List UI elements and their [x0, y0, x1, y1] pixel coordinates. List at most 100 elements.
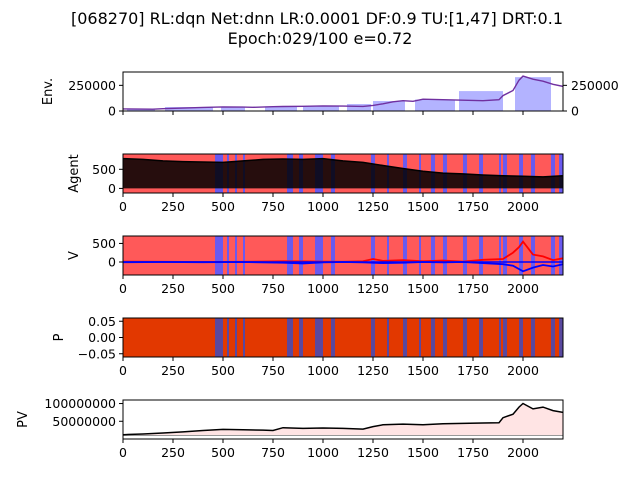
- plot-area-policy: [123, 318, 563, 357]
- policy-background: [123, 318, 563, 357]
- policy-stripe: [299, 318, 303, 357]
- ytick-label: 500: [92, 236, 116, 251]
- policy-stripe: [387, 318, 389, 357]
- sell-stripe: [387, 236, 389, 275]
- ylabel-env: Env.: [41, 78, 56, 105]
- panel-agent: 0 500 0 250 500 750 1000 1250 1500 1750 2000 Agent: [67, 154, 563, 214]
- sell-stripe: [403, 236, 407, 275]
- policy-stripe: [431, 318, 435, 357]
- sell-stripe: [443, 236, 447, 275]
- ytick-label: 0: [108, 104, 116, 119]
- policy-stripe: [519, 318, 523, 357]
- policy-stripe: [331, 318, 335, 357]
- xtick-label: 250: [161, 445, 185, 460]
- xtick-label: 2000: [507, 199, 539, 214]
- policy-stripe: [443, 318, 447, 357]
- title-line2: Epoch:029/100 e=0.72: [228, 29, 413, 48]
- policy-stripe: [371, 318, 375, 357]
- sell-stripe: [235, 236, 237, 275]
- policy-stripe: [215, 318, 223, 357]
- ytick-label-right: 250000: [571, 78, 619, 93]
- policy-stripe: [287, 318, 293, 357]
- xtick-label: 750: [261, 363, 285, 378]
- xtick-label: 1500: [407, 199, 439, 214]
- ytick-label: 0: [108, 255, 116, 270]
- policy-stripe: [403, 318, 407, 357]
- ylabel-value: V: [67, 251, 82, 260]
- ylabel-pv: PV: [16, 411, 31, 428]
- policy-stripe: [315, 318, 323, 357]
- xtick-label: 1000: [307, 199, 339, 214]
- sell-stripe: [299, 236, 303, 275]
- sell-stripe: [551, 236, 555, 275]
- xtick-label: 1500: [407, 363, 439, 378]
- panels: 0 250000 0 250000 Env. 0 500 0 250 500 750 1000 1250…: [16, 72, 619, 460]
- policy-stripe: [419, 318, 421, 357]
- exploration-span: [415, 100, 455, 111]
- xtick-label: 2000: [507, 281, 539, 296]
- xtick-label: 1250: [357, 363, 389, 378]
- sell-stripe: [559, 236, 563, 275]
- sell-stripe: [503, 236, 507, 275]
- policy-stripe: [243, 318, 245, 357]
- policy-stripe: [235, 318, 237, 357]
- xtick-label: 1750: [457, 445, 489, 460]
- policy-stripe: [479, 318, 483, 357]
- policy-stripe: [551, 318, 555, 357]
- plot-area-env: [123, 76, 563, 111]
- panel-env: 0 250000 0 250000 Env.: [41, 72, 619, 119]
- sell-stripe: [371, 236, 375, 275]
- ytick-label: 250000: [68, 78, 116, 93]
- plot-area-pv: [123, 404, 563, 436]
- sell-stripe: [315, 236, 323, 275]
- sell-stripe: [463, 236, 467, 275]
- panel-value: 0 500 0 250 500 750 1000 1250 1500 1750 2000 V: [67, 236, 563, 296]
- ytick-label: 100000000: [44, 396, 116, 411]
- xtick-label: 1250: [357, 281, 389, 296]
- ytick-label: 0.05: [88, 314, 116, 329]
- sell-stripe: [227, 236, 229, 275]
- xtick-label: 1750: [457, 363, 489, 378]
- xtick-label: 0: [119, 199, 127, 214]
- ytick-label: 0: [108, 181, 116, 196]
- xtick-label: 500: [211, 199, 235, 214]
- xtick-label: 1000: [307, 363, 339, 378]
- xtick-label: 750: [261, 445, 285, 460]
- xtick-label: 750: [261, 199, 285, 214]
- policy-stripe: [227, 318, 229, 357]
- plot-area-value: [123, 236, 563, 275]
- policy-stripe: [531, 318, 535, 357]
- plot-area-agent: [123, 154, 563, 193]
- title-line1: [068270] RL:dqn Net:dnn LR:0.0001 DF:0.9…: [71, 9, 563, 28]
- ytick-label: −0.05: [78, 346, 116, 361]
- sell-stripe: [287, 236, 293, 275]
- xtick-label: 1500: [407, 281, 439, 296]
- xtick-label: 750: [261, 281, 285, 296]
- xtick-label: 1000: [307, 445, 339, 460]
- sell-stripe: [499, 236, 501, 275]
- xtick-label: 0: [119, 445, 127, 460]
- xtick-label: 2000: [507, 445, 539, 460]
- xtick-label: 500: [211, 363, 235, 378]
- sell-stripe: [331, 236, 335, 275]
- sell-stripe: [419, 236, 421, 275]
- xtick-label: 1000: [307, 281, 339, 296]
- sell-stripe: [243, 236, 245, 275]
- ylabel-policy: P: [52, 333, 67, 341]
- xtick-label: 250: [161, 281, 185, 296]
- xtick-label: 1500: [407, 445, 439, 460]
- buy-background: [123, 236, 563, 275]
- sell-stripe: [431, 236, 435, 275]
- xtick-label: 1750: [457, 281, 489, 296]
- xtick-label: 500: [211, 281, 235, 296]
- xtick-label: 1750: [457, 199, 489, 214]
- xtick-label: 1250: [357, 445, 389, 460]
- xtick-label: 0: [119, 281, 127, 296]
- policy-stripe: [503, 318, 507, 357]
- ytick-label: 0.00: [88, 330, 116, 345]
- series-portfolio_value-area: [123, 404, 563, 436]
- xtick-label: 1250: [357, 199, 389, 214]
- policy-stripe: [499, 318, 501, 357]
- ytick-label: 500: [92, 162, 116, 177]
